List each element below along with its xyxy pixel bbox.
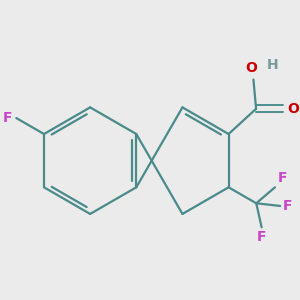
Text: F: F — [3, 111, 13, 125]
Text: F: F — [278, 171, 287, 184]
Text: F: F — [283, 199, 292, 213]
Text: F: F — [257, 230, 266, 244]
Text: O: O — [245, 61, 257, 75]
Text: H: H — [267, 58, 278, 71]
Text: O: O — [287, 102, 299, 116]
